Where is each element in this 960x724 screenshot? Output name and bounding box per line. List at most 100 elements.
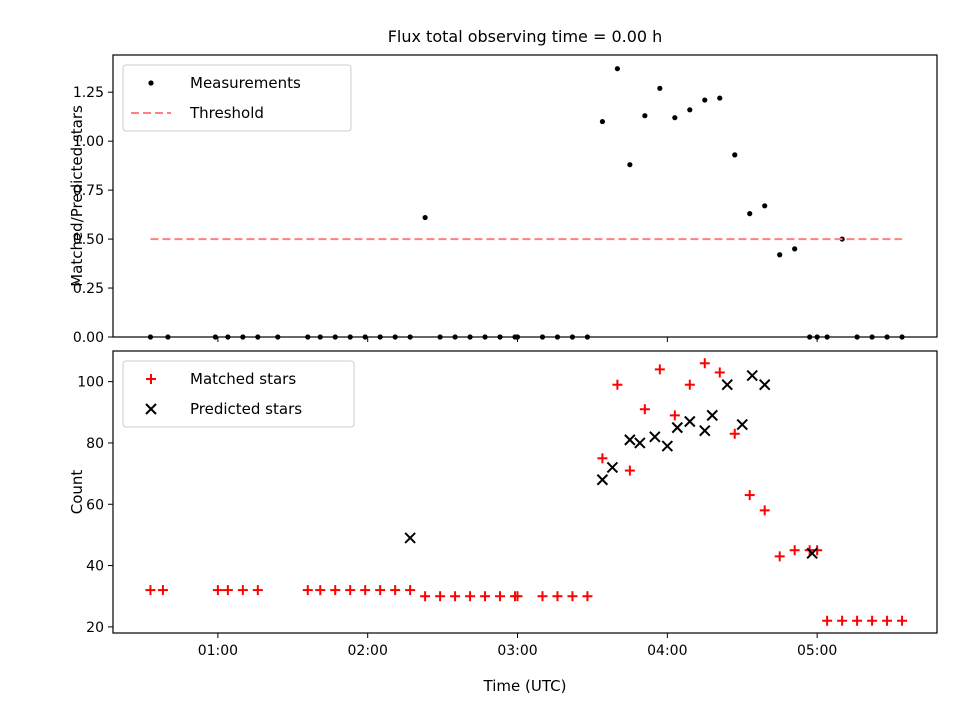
data-point (222, 585, 233, 596)
data-point (404, 532, 416, 544)
data-point (145, 585, 156, 596)
data-point (627, 162, 633, 168)
data-point (420, 591, 431, 602)
data-point (465, 591, 476, 602)
data-point (596, 474, 609, 486)
y-tick-label: 1.00 (73, 134, 104, 150)
data-point (642, 113, 648, 119)
series-predicted-stars (404, 369, 818, 560)
legend-label: Matched stars (190, 370, 296, 388)
data-point (375, 585, 386, 596)
legend: Matched stars Predicted stars (122, 360, 355, 428)
data-point (822, 615, 833, 626)
x-tick-label: 03:00 (497, 643, 537, 659)
data-point (634, 437, 646, 449)
data-point (867, 615, 878, 626)
data-point (672, 115, 678, 121)
legend: Measurements Threshold (122, 64, 352, 132)
data-point (599, 118, 606, 125)
data-point (597, 453, 608, 464)
data-point (582, 591, 593, 602)
data-point (360, 585, 371, 596)
legend-marker (146, 374, 156, 384)
data-point (837, 615, 848, 626)
x-tick-label: 01:00 (198, 643, 238, 659)
plot-frame (112, 350, 938, 634)
data-point (450, 591, 461, 602)
data-point (721, 379, 733, 391)
x-axis-label: Time (UTC) (483, 677, 567, 695)
data-point (157, 585, 168, 596)
data-point (897, 615, 908, 626)
data-point (759, 379, 771, 391)
data-point (684, 415, 696, 428)
data-point (882, 615, 893, 626)
data-point (661, 440, 674, 452)
data-point (624, 465, 635, 476)
data-point (422, 214, 428, 221)
data-point (714, 367, 725, 378)
data-point (612, 379, 623, 390)
data-point (777, 252, 783, 258)
data-point (792, 246, 798, 252)
data-point (212, 585, 223, 596)
data-point (624, 434, 636, 446)
data-point (302, 585, 313, 596)
data-point (390, 585, 401, 596)
data-point (657, 85, 663, 91)
data-point (405, 585, 416, 596)
data-point (717, 95, 723, 101)
data-point (606, 461, 619, 474)
data-point (706, 409, 718, 422)
data-point (736, 418, 748, 431)
data-point (671, 421, 684, 434)
data-point (649, 431, 661, 443)
data-point (252, 585, 263, 596)
data-point (345, 585, 356, 596)
y-tick-label: 0.25 (73, 281, 104, 297)
data-point (806, 547, 818, 560)
data-point (774, 551, 785, 562)
data-point (435, 591, 446, 602)
data-point (495, 591, 506, 602)
data-point (762, 203, 768, 209)
data-point (747, 211, 753, 217)
data-point (639, 404, 650, 415)
data-point (684, 379, 695, 390)
plot-frame (112, 54, 938, 338)
data-point (789, 545, 800, 556)
data-point (537, 591, 548, 602)
y-axis-label: Count (68, 470, 86, 515)
y-tick-label: 60 (86, 497, 104, 513)
data-point (759, 505, 770, 516)
y-tick-label: 0.50 (73, 232, 104, 248)
y-tick-label: 40 (86, 559, 104, 575)
data-point (702, 97, 708, 103)
legend-box (122, 360, 355, 428)
data-point (567, 591, 578, 602)
data-point (512, 591, 523, 602)
data-point (699, 424, 711, 437)
y-tick-label: 100 (77, 375, 104, 391)
data-point (654, 364, 665, 375)
data-point (237, 585, 248, 596)
data-point (330, 585, 341, 596)
y-tick-label: 1.25 (73, 85, 104, 101)
legend-marker (145, 403, 157, 415)
data-point (729, 428, 740, 439)
star-count-panel: 20 40 60 80 100 01:00 02:00 03:00 04:00 05:00 Coun… (68, 350, 938, 695)
data-point (852, 615, 863, 626)
legend-label: Predicted stars (190, 400, 302, 418)
chart-title: Flux total observing time = 0.00 h (388, 27, 663, 46)
y-tick-label: 20 (86, 620, 104, 636)
data-point (699, 358, 710, 369)
data-point (669, 410, 680, 421)
y-tick-label: 0.75 (73, 183, 104, 199)
data-point (746, 369, 758, 382)
data-point (480, 591, 491, 602)
data-point (687, 107, 693, 113)
y-tick-label: 0.00 (73, 330, 104, 346)
legend-box (122, 64, 352, 132)
x-tick-label: 04:00 (647, 643, 687, 659)
